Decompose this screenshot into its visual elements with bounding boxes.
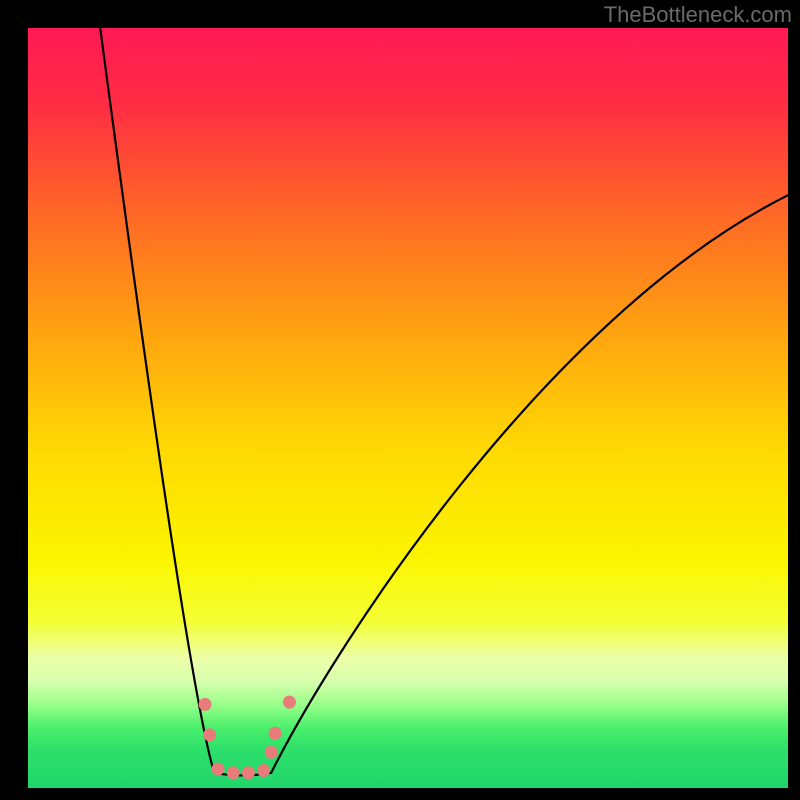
- watermark-text: TheBottleneck.com: [604, 2, 792, 28]
- data-point: [212, 763, 225, 776]
- data-point: [257, 764, 270, 777]
- data-point: [199, 698, 212, 711]
- chart-frame: [0, 0, 800, 800]
- chart-canvas: [28, 28, 788, 788]
- data-point: [227, 766, 240, 779]
- gradient-background: [28, 28, 788, 788]
- data-point: [203, 728, 216, 741]
- data-point: [283, 696, 296, 709]
- data-point: [265, 746, 278, 759]
- data-point: [242, 766, 255, 779]
- data-point: [269, 727, 282, 740]
